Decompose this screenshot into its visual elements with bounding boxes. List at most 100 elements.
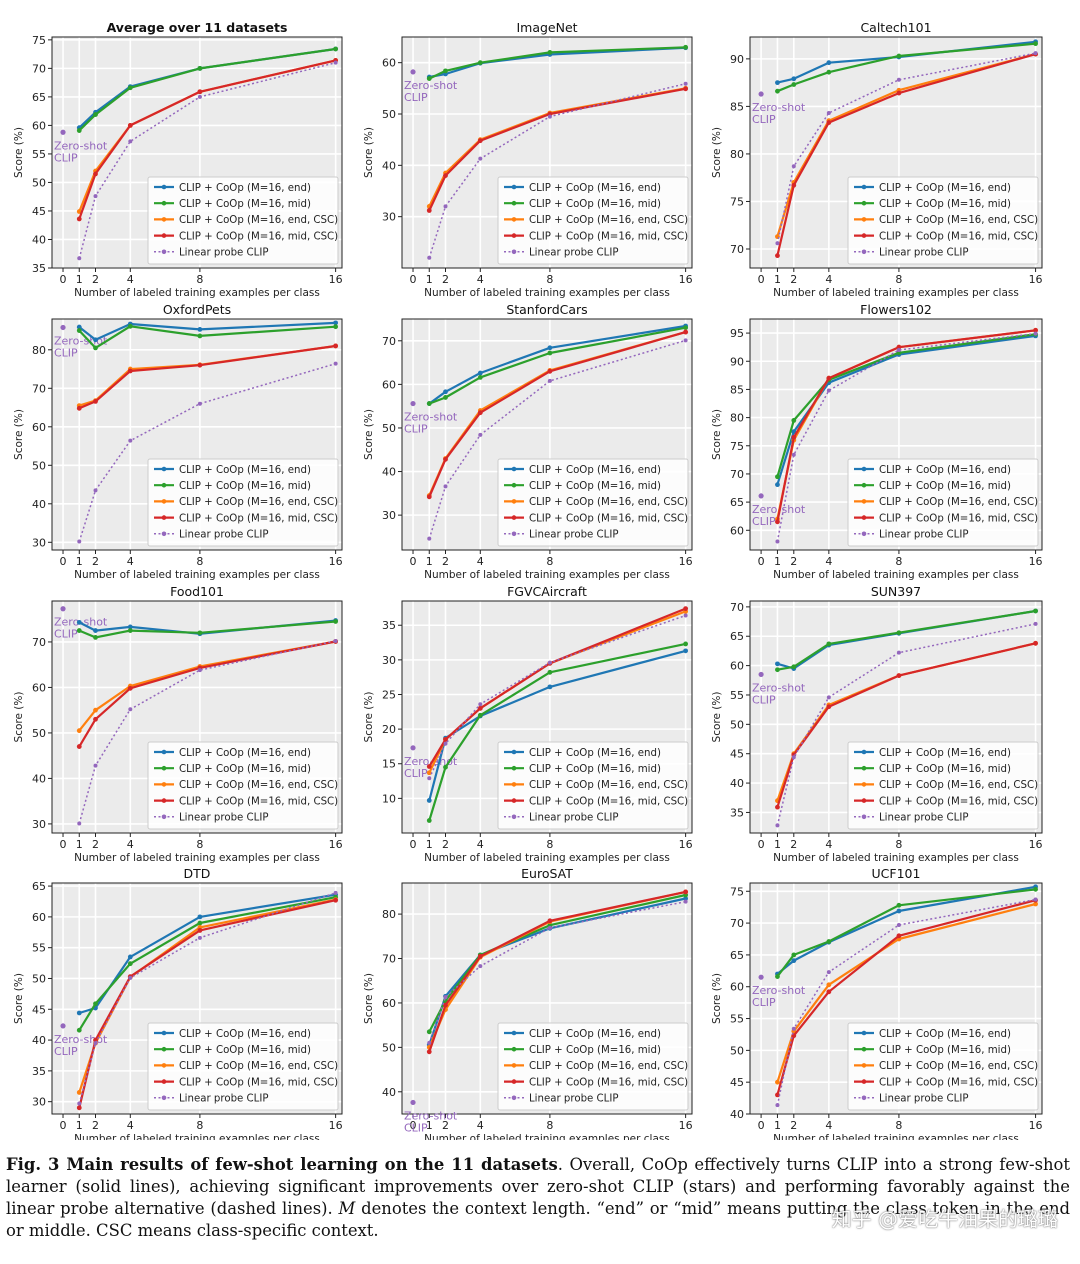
x-tick-label: 1 [774, 273, 781, 286]
legend-label: CLIP + CoOp (M=16, mid) [879, 1045, 1011, 1056]
y-tick-label: 75 [730, 440, 744, 453]
y-tick-label: 55 [730, 1013, 744, 1026]
data-point [93, 337, 98, 343]
data-point [683, 641, 689, 647]
x-tick-label: 1 [76, 273, 83, 286]
y-tick-label: 60 [32, 681, 46, 694]
data-point [477, 370, 483, 376]
series-4 [775, 640, 1038, 810]
data-point [127, 954, 133, 960]
data-point [443, 764, 448, 770]
data-point [426, 208, 432, 213]
data-point [826, 989, 832, 995]
data-point [77, 539, 82, 544]
x-tick-label: 16 [1029, 1119, 1043, 1132]
legend-marker [861, 531, 867, 537]
x-axis-label: Number of labeled training examples per … [424, 569, 670, 581]
data-point [93, 1001, 98, 1007]
data-point [547, 50, 553, 55]
x-tick-label: 4 [825, 838, 832, 851]
x-tick-label: 0 [410, 838, 417, 851]
data-point [197, 362, 203, 368]
y-tick-label: 40 [382, 466, 396, 479]
legend-marker [861, 217, 867, 222]
legend-label: CLIP + CoOp (M=16, end, CSC) [179, 780, 338, 791]
chart-title: ImageNet [516, 20, 577, 35]
x-axis-label: Number of labeled training examples per … [773, 287, 1019, 299]
x-tick-label: 8 [546, 555, 553, 568]
data-point [775, 1103, 780, 1108]
zero-shot-label: Zero-shot [404, 1109, 458, 1122]
chart-title: DTD [184, 866, 211, 881]
y-tick-label: 60 [32, 911, 46, 924]
x-tick-label: 4 [127, 1119, 134, 1132]
y-tick-label: 40 [730, 1108, 744, 1121]
legend-label: Linear probe CLIP [879, 813, 968, 824]
legend-marker [511, 217, 517, 222]
y-tick-label: 40 [730, 777, 744, 790]
data-point [896, 77, 901, 82]
legend-marker [161, 749, 167, 755]
series-5 [775, 51, 1038, 246]
legend-marker [161, 499, 167, 504]
data-point [1033, 901, 1038, 907]
legend-marker [861, 814, 867, 820]
data-point [683, 44, 689, 50]
data-point [826, 388, 831, 393]
data-point [426, 401, 432, 406]
legend-label: Linear probe CLIP [179, 248, 268, 259]
x-tick-label: 0 [410, 555, 417, 568]
data-point [683, 889, 689, 895]
legend-marker [511, 798, 517, 803]
x-tick-label: 4 [477, 273, 484, 286]
panel-eurosat: EuroSAT 40 50 60 70 80 0 1 2 4 8 16 Number of labele… [363, 866, 693, 1140]
data-point [426, 818, 432, 823]
x-tick-label: 1 [76, 555, 83, 568]
legend-marker [511, 499, 517, 504]
legend-marker [161, 531, 167, 537]
x-tick-label: 16 [1029, 273, 1043, 286]
data-point [197, 668, 202, 673]
data-point [76, 405, 82, 411]
y-tick-label: 50 [32, 176, 46, 189]
y-tick-label: 35 [730, 806, 744, 819]
y-tick-label: 45 [32, 1003, 46, 1016]
data-point [477, 60, 483, 66]
legend-label: CLIP + CoOp (M=16, end) [529, 748, 661, 759]
y-tick-label: 40 [32, 233, 46, 246]
zero-shot-label: CLIP [54, 346, 78, 359]
legend-label: CLIP + CoOp (M=16, end) [529, 465, 661, 476]
data-point [896, 908, 902, 914]
legend-marker [511, 482, 517, 488]
data-point [775, 474, 780, 480]
y-axis-label: Score (%) [13, 127, 25, 178]
data-point [826, 111, 831, 116]
data-point [76, 128, 82, 133]
data-point [333, 361, 338, 366]
data-point [76, 328, 82, 333]
legend: CLIP + CoOp (M=16, end) CLIP + CoOp (M=16… [847, 176, 1039, 265]
data-point [443, 204, 448, 209]
x-tick-label: 8 [895, 838, 902, 851]
plot-frame [51, 36, 343, 269]
data-point [333, 890, 338, 895]
y-tick-label: 30 [382, 654, 396, 667]
x-axis-label: Number of labeled training examples per … [74, 852, 320, 864]
x-tick-label: 4 [477, 555, 484, 568]
x-tick-label: 4 [825, 1119, 832, 1132]
data-point [443, 68, 448, 74]
data-point [477, 138, 483, 144]
x-tick-label: 0 [60, 555, 67, 568]
y-axis-label: Score (%) [711, 973, 723, 1024]
x-tick-label: 16 [679, 555, 693, 568]
data-point [683, 81, 688, 86]
legend-label: CLIP + CoOp (M=16, mid, CSC) [529, 1077, 688, 1088]
legend-label: CLIP + CoOp (M=16, end, CSC) [529, 497, 688, 508]
data-point [896, 923, 901, 927]
legend-marker [511, 1046, 517, 1052]
x-tick-label: 1 [774, 838, 781, 851]
legend-label: CLIP + CoOp (M=16, end, CSC) [879, 497, 1038, 508]
chart-title: StanfordCars [506, 302, 587, 317]
y-tick-label: 50 [382, 1041, 396, 1054]
data-point [426, 770, 432, 776]
